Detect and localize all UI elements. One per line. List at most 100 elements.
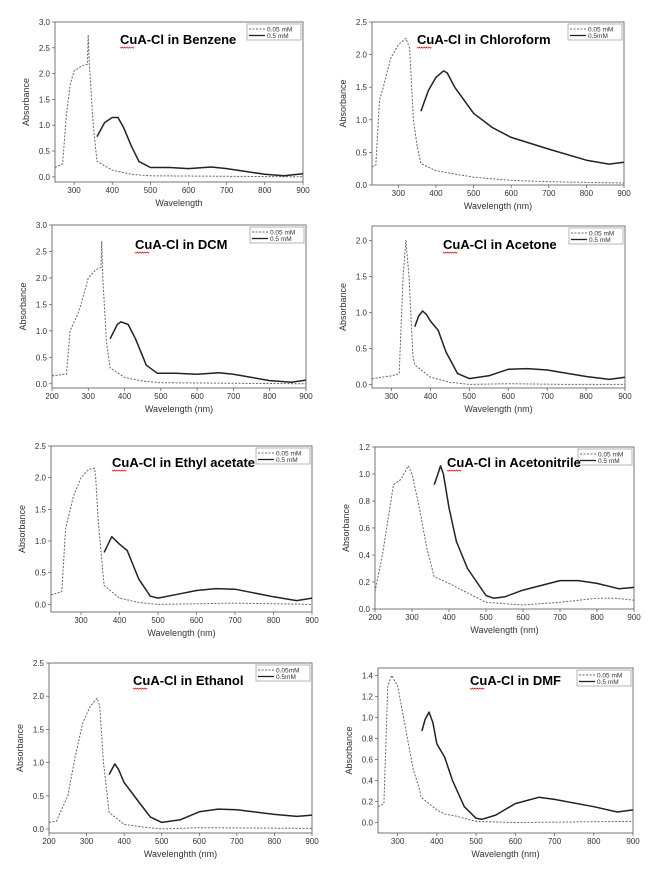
plot-frame bbox=[51, 224, 307, 389]
spellcheck-underline bbox=[132, 687, 148, 690]
chart-panel: 300 400 500 600 700 800 900 0.0 0.5 1.0 1.5 2.0 2.5 W… bbox=[338, 18, 631, 211]
y-tick-label: 1.5 bbox=[33, 725, 45, 734]
x-tick-label: 900 bbox=[617, 189, 631, 198]
y-tick-label: 1.0 bbox=[39, 121, 51, 130]
chart-title: CuA-Cl in Acetone bbox=[443, 237, 557, 252]
legend-label: 0.5 mM bbox=[270, 236, 292, 243]
x-tick-label: 900 bbox=[299, 392, 313, 401]
x-tick-label: 500 bbox=[155, 837, 169, 846]
spellcheck-underline bbox=[442, 251, 458, 254]
x-tick-label: 300 bbox=[405, 613, 419, 622]
legend-label: 0.05 mM bbox=[276, 450, 301, 457]
plot-frame bbox=[371, 225, 626, 389]
x-tick-label: 700 bbox=[227, 392, 241, 401]
y-tick-label: 1.0 bbox=[33, 759, 45, 768]
spellcheck-underline bbox=[111, 469, 127, 472]
y-tick-label: 2.5 bbox=[35, 442, 47, 451]
x-tick-label: 700 bbox=[228, 616, 242, 625]
legend-label: 0.05 mM bbox=[270, 229, 295, 236]
y-tick-label: 1.2 bbox=[359, 443, 371, 452]
legend-label: 0.5 mM bbox=[589, 237, 611, 244]
y-tick-label: 2.0 bbox=[356, 51, 368, 60]
series-line-0-05mM bbox=[371, 37, 625, 184]
x-tick-label: 300 bbox=[392, 189, 406, 198]
y-tick-label: 2.5 bbox=[36, 247, 48, 256]
y-axis-label: Absorbance bbox=[17, 505, 27, 553]
chart-panel: 300 400 500 600 700 800 900 0.0 0.5 1.0 1.5 2.0 2.5 3… bbox=[21, 18, 310, 208]
x-tick-label: 400 bbox=[117, 837, 131, 846]
y-tick-label: 2.0 bbox=[356, 236, 368, 245]
series-line-0-5mM bbox=[414, 310, 626, 381]
y-tick-label: 3.0 bbox=[36, 221, 48, 230]
spellcheck-underline bbox=[119, 46, 135, 49]
series-line-0-5mM bbox=[109, 321, 307, 383]
x-tick-label: 900 bbox=[627, 613, 641, 622]
y-tick-label: 0.8 bbox=[362, 734, 374, 743]
x-axis-label: Wavelength (nm) bbox=[470, 625, 538, 635]
spellcheck-underline bbox=[134, 251, 150, 254]
y-axis-label: Absorbance bbox=[341, 504, 351, 552]
y-tick-label: 1.5 bbox=[36, 300, 48, 309]
x-tick-label: 800 bbox=[268, 837, 282, 846]
legend: 0.05 mM0.5 mM bbox=[246, 23, 302, 41]
x-tick-label: 600 bbox=[193, 837, 207, 846]
series-line-0-5mM bbox=[103, 535, 313, 602]
series-line-0-05mM bbox=[377, 674, 634, 823]
chart-title: CuA-Cl in DCM bbox=[135, 237, 227, 252]
x-tick-label: 200 bbox=[45, 392, 59, 401]
y-axis-label: Absorbance bbox=[21, 78, 31, 126]
y-tick-label: 1.0 bbox=[356, 116, 368, 125]
y-tick-label: 0.0 bbox=[362, 818, 374, 827]
legend: 0.05 mM0.5 mM bbox=[576, 669, 632, 687]
y-tick-label: 0.0 bbox=[356, 380, 368, 389]
y-tick-label: 0.0 bbox=[36, 380, 48, 389]
legend-label: 0.5 mM bbox=[267, 33, 289, 40]
chart-title: CuA-Cl in Acetonitrile bbox=[447, 455, 581, 470]
y-tick-label: 0.8 bbox=[359, 497, 371, 506]
x-tick-label: 800 bbox=[263, 392, 277, 401]
x-tick-label: 200 bbox=[42, 837, 56, 846]
x-tick-label: 900 bbox=[305, 837, 319, 846]
plot-frame bbox=[48, 662, 313, 834]
x-tick-label: 500 bbox=[463, 392, 477, 401]
y-tick-label: 1.4 bbox=[362, 671, 374, 680]
x-axis-label: Wavelength (nm) bbox=[471, 849, 539, 859]
chart-title: CuA-Cl in DMF bbox=[470, 673, 561, 688]
x-tick-label: 400 bbox=[106, 186, 120, 195]
legend-label: 0.5mM bbox=[276, 674, 296, 681]
y-tick-label: 1.5 bbox=[39, 95, 51, 104]
y-axis-label: Absorbance bbox=[344, 726, 354, 774]
y-tick-label: 0.6 bbox=[362, 755, 374, 764]
x-tick-label: 300 bbox=[67, 186, 81, 195]
y-tick-label: 1.0 bbox=[362, 713, 374, 722]
spellcheck-underline bbox=[469, 687, 485, 690]
plot-frame bbox=[50, 445, 313, 613]
x-tick-label: 600 bbox=[502, 392, 516, 401]
x-tick-label: 500 bbox=[151, 616, 165, 625]
legend-label: 0.05 mM bbox=[598, 451, 623, 458]
y-tick-label: 0.0 bbox=[356, 181, 368, 190]
x-tick-label: 800 bbox=[590, 613, 604, 622]
x-tick-label: 400 bbox=[430, 837, 444, 846]
y-tick-label: 2.5 bbox=[39, 44, 51, 53]
spellcheck-underline bbox=[416, 46, 432, 49]
x-axis-label: Wavelength (nm) bbox=[145, 404, 213, 414]
legend: 0.05 mM0.5 mM bbox=[249, 226, 305, 244]
x-tick-label: 300 bbox=[74, 616, 88, 625]
chart-title: CuA-Cl in Ethyl acetate bbox=[112, 455, 255, 470]
x-tick-label: 400 bbox=[113, 616, 127, 625]
y-tick-label: 0.5 bbox=[35, 569, 47, 578]
x-tick-label: 700 bbox=[220, 186, 234, 195]
series-line-0-5mM bbox=[421, 711, 634, 821]
x-tick-label: 800 bbox=[258, 186, 272, 195]
chart-panel: 300 400 500 600 700 800 900 0.0 0.5 1.0 1.5 2.0 2.5 W… bbox=[17, 442, 319, 638]
y-tick-label: 0.5 bbox=[356, 148, 368, 157]
legend-label: 0.05 mM bbox=[267, 26, 292, 33]
y-tick-label: 0.4 bbox=[362, 776, 374, 785]
y-tick-label: 3.0 bbox=[39, 18, 51, 27]
chart-title: CuA-Cl in Ethanol bbox=[133, 673, 244, 688]
series-line-0-5mM bbox=[108, 763, 313, 824]
x-tick-label: 500 bbox=[144, 186, 158, 195]
legend-label: 0.05 mM bbox=[589, 230, 614, 237]
series-line-0-05mM bbox=[50, 467, 313, 605]
